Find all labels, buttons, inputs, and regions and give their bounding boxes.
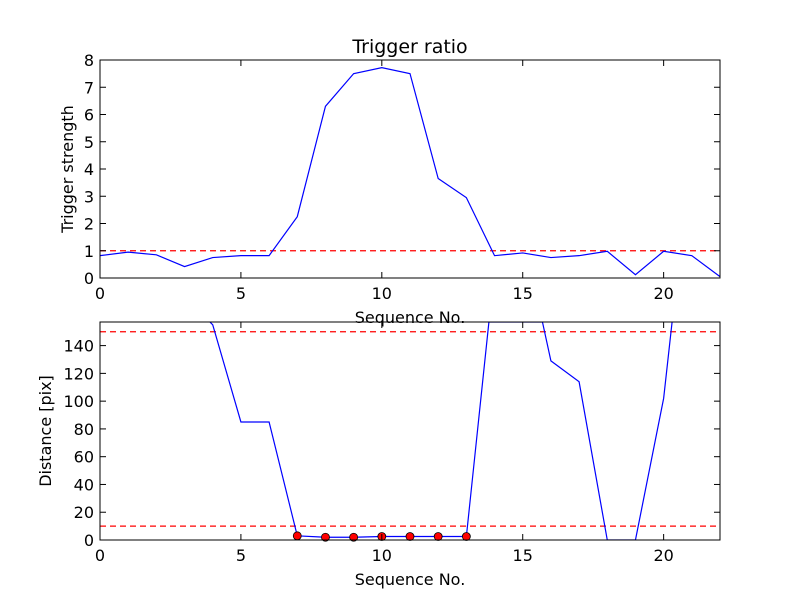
y-axis-label-top: Trigger strength (58, 105, 77, 234)
threshold-lines-bottom (100, 331, 720, 527)
y-tick-label: 2 (84, 215, 94, 234)
y-axis-label-bottom: Distance [pix] (36, 375, 55, 487)
chart-title: Trigger ratio (351, 36, 467, 58)
marker-point (321, 532, 330, 542)
trigger-ratio-chart: Trigger ratio Sequence No. Trigger stren… (58, 36, 721, 327)
marker-point (461, 532, 471, 541)
x-tick-label: 20 (653, 546, 673, 565)
y-tick-label: 140 (63, 337, 94, 356)
y-tick-label: 120 (63, 364, 94, 383)
y-tick-label: 100 (63, 392, 94, 411)
marker-point (292, 531, 302, 541)
x-tick-label: 5 (236, 546, 246, 565)
y-tick-label: 7 (84, 78, 94, 97)
y-tick-label: 4 (84, 160, 94, 179)
y-tick-label: 60 (74, 448, 94, 467)
series-top (100, 67, 720, 278)
y-tick-label: 6 (84, 106, 94, 125)
y-tick-label: 20 (74, 503, 94, 522)
marker-point (405, 532, 415, 541)
x-tick-label: 15 (513, 546, 533, 565)
distance-chart: Sequence No. Distance [pix] 0 5 10 15 20 0 20… (36, 321, 721, 589)
marker-point (349, 532, 359, 542)
y-tick-label: 3 (84, 187, 94, 206)
x-tick-label: 10 (372, 284, 392, 303)
markers-bottom (292, 531, 471, 542)
x-axis-label-top: Sequence No. (355, 308, 466, 327)
y-tick-label: 40 (74, 475, 94, 494)
x-tick-label: 20 (653, 284, 673, 303)
x-tick-label: 0 (95, 284, 105, 303)
y-tick-label: 8 (84, 51, 94, 70)
x-tick-label: 15 (513, 284, 533, 303)
x-ticks-top: 0 5 10 15 20 (95, 60, 674, 303)
plot-frame-top (99, 59, 721, 279)
y-tick-label: 5 (84, 133, 94, 152)
y-ticks-bottom: 0 20 40 60 80 100 120 140 (63, 337, 720, 550)
y-tick-label: 0 (84, 269, 94, 288)
y-tick-label: 80 (74, 420, 94, 439)
x-ticks-bottom: 0 5 10 15 20 (95, 322, 674, 565)
plot-frame-bottom (99, 321, 721, 541)
y-tick-label: 0 (84, 531, 94, 550)
x-tick-label: 0 (95, 546, 105, 565)
x-axis-label-bottom: Sequence No. (355, 570, 466, 589)
y-tick-label: 1 (84, 242, 94, 261)
series-line (100, 67, 720, 278)
x-tick-label: 10 (372, 546, 392, 565)
x-tick-label: 5 (236, 284, 246, 303)
marker-point (433, 532, 443, 541)
